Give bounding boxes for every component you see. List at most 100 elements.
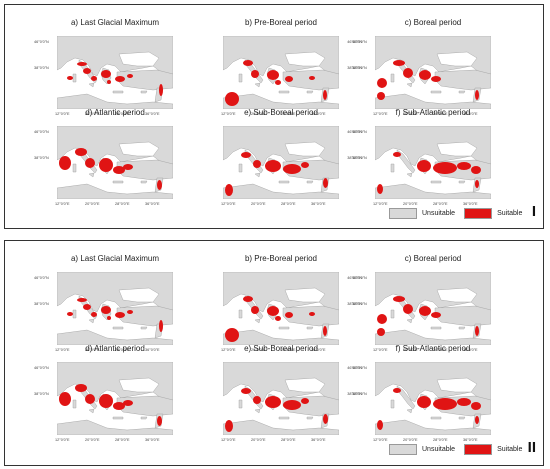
longitude-label: 12°0'0"E xyxy=(221,112,236,116)
suitable-area xyxy=(99,394,113,408)
suitable-area xyxy=(107,316,111,320)
panel-roman-label: II xyxy=(527,439,536,456)
suitable-area xyxy=(265,396,281,408)
land-region xyxy=(375,419,491,435)
latitude-label: 46°0'0"N xyxy=(34,40,49,44)
figure-panel-II: a) Last Glacial Maximum 46°0'0"N 38°0'0"N… xyxy=(4,240,544,466)
map-title: b) Pre-Boreal period xyxy=(244,18,318,27)
latitude-label: 38°0'0"N xyxy=(34,156,49,160)
suitable-area xyxy=(253,396,261,404)
longitude-label: 20°0'0"E xyxy=(251,438,266,442)
land-region xyxy=(375,93,491,109)
land-region xyxy=(406,172,413,178)
suitable-area xyxy=(431,76,441,82)
longitude-label: 36°0'0"E xyxy=(311,438,326,442)
land-region xyxy=(434,305,491,327)
black-sea xyxy=(118,287,160,303)
longitude-label: 20°0'0"E xyxy=(85,202,100,206)
suitable-area xyxy=(241,152,251,158)
longitude-label: 28°0'0"E xyxy=(281,112,296,116)
longitude-label: 12°0'0"E xyxy=(55,202,70,206)
map-title: d) Atlantic period xyxy=(85,108,145,117)
black-sea xyxy=(284,141,326,157)
suitable-area xyxy=(323,90,327,100)
black-sea xyxy=(284,377,326,393)
land-region xyxy=(238,73,243,83)
land-region xyxy=(112,180,124,184)
land-region xyxy=(430,326,442,330)
map-d: d) Atlantic period 46°0'0"N 38°0'0"N 12°0'… xyxy=(34,344,173,442)
black-sea xyxy=(436,141,478,157)
unsuitable-swatch xyxy=(389,444,417,455)
land-region xyxy=(238,399,243,409)
suitable-area xyxy=(457,162,471,170)
suitable-area xyxy=(377,328,385,336)
land-region xyxy=(390,73,395,83)
suitable-area xyxy=(471,402,481,410)
suitable-swatch xyxy=(464,208,493,219)
longitude-label: 28°0'0"E xyxy=(433,112,448,116)
latitude-label: 38°0'0"N xyxy=(347,302,362,306)
black-sea xyxy=(436,377,478,393)
suitable-area xyxy=(417,396,431,408)
latitude-label: 46°0'0"N xyxy=(347,366,362,370)
land-region xyxy=(458,416,466,420)
map-canvas xyxy=(375,362,491,435)
longitude-label: 36°0'0"E xyxy=(463,438,478,442)
suitable-area xyxy=(377,92,385,100)
map-a: a) Last Glacial Maximum 46°0'0"N 38°0'0"N… xyxy=(34,18,173,116)
map-title: e) Sub-Boreal period xyxy=(244,344,318,353)
map-c: c) Boreal period 46°0'0"N 38°0'0"N 12°0'0"… xyxy=(352,254,491,352)
suitable-area xyxy=(475,180,479,188)
map-canvas xyxy=(223,362,339,435)
suitable-area xyxy=(475,326,479,336)
suitable-area xyxy=(225,420,233,432)
legend-unsuitable-label: Unsuitable xyxy=(422,446,456,453)
suitable-area xyxy=(127,310,133,314)
land-region xyxy=(254,408,261,414)
suitable-area xyxy=(75,384,87,392)
land-region xyxy=(112,90,124,94)
suitable-area xyxy=(285,312,293,318)
latitude-label: 38°0'0"N xyxy=(352,156,367,160)
suitable-swatch xyxy=(464,444,493,455)
suitable-area xyxy=(283,164,301,174)
suitable-area xyxy=(393,60,405,66)
suitable-area xyxy=(377,184,383,194)
latitude-label: 46°0'0"N xyxy=(352,276,367,280)
latitude-label: 46°0'0"N xyxy=(352,40,367,44)
suitable-area xyxy=(85,394,95,404)
latitude-label: 46°0'0"N xyxy=(347,276,362,280)
longitude-label: 12°0'0"E xyxy=(373,438,388,442)
longitude-label: 36°0'0"E xyxy=(311,202,326,206)
suitable-area xyxy=(251,70,259,78)
black-sea xyxy=(118,51,160,67)
longitude-label: 20°0'0"E xyxy=(85,348,100,352)
suitable-area xyxy=(75,148,87,156)
longitude-label: 12°0'0"E xyxy=(373,348,388,352)
land-region xyxy=(140,416,148,420)
map-title: e) Sub-Boreal period xyxy=(244,108,318,117)
land-region xyxy=(254,172,261,178)
suitable-area xyxy=(283,400,301,410)
suitable-area xyxy=(285,76,293,82)
suitable-area xyxy=(431,312,441,318)
land-region xyxy=(88,318,95,324)
longitude-label: 12°0'0"E xyxy=(55,348,70,352)
suitable-area xyxy=(83,304,91,310)
map-canvas xyxy=(57,36,173,109)
land-region xyxy=(390,163,395,173)
suitable-area xyxy=(267,70,279,80)
land-region xyxy=(72,163,77,173)
land-region xyxy=(282,69,339,91)
suitable-area xyxy=(475,416,479,424)
suitable-area xyxy=(433,162,457,174)
suitable-area xyxy=(101,306,111,314)
suitable-area xyxy=(419,306,431,316)
suitable-area xyxy=(403,68,413,78)
latitude-label: 46°0'0"N xyxy=(352,366,367,370)
map-canvas xyxy=(375,36,491,109)
panel-roman-label: I xyxy=(531,203,536,220)
longitude-label: 20°0'0"E xyxy=(403,438,418,442)
land-region xyxy=(72,73,77,83)
